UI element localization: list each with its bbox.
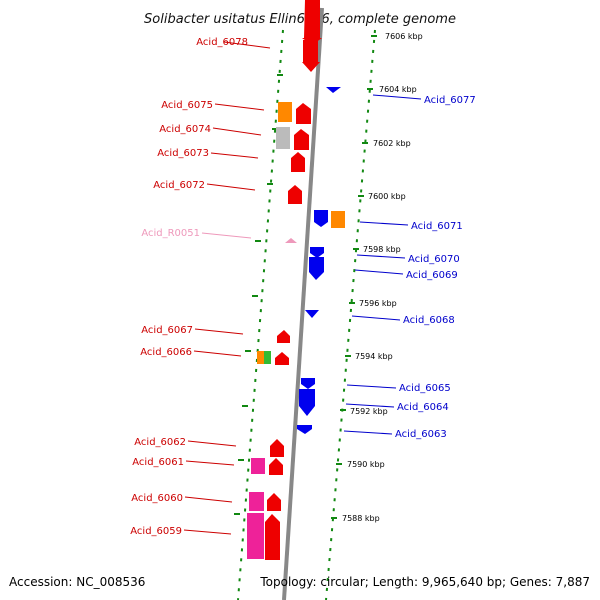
gene-label[interactable]: Acid_6062 xyxy=(134,437,186,448)
tick-label: 7592 kbp xyxy=(350,407,388,416)
gene-acid-6072[interactable] xyxy=(288,185,302,204)
scale-ticks: 7606 kbp 7604 kbp 7602 kbp 7600 kbp 7598… xyxy=(331,32,423,523)
tick-label: 7598 kbp xyxy=(363,245,401,254)
tick-label: 7590 kbp xyxy=(347,460,385,469)
gene-acid-6075-orange[interactable] xyxy=(278,102,292,122)
gene-label[interactable]: Acid_6070 xyxy=(408,254,460,265)
genome-backbone xyxy=(282,7,324,600)
gene-acid-r0051[interactable] xyxy=(285,238,297,243)
gene-label[interactable]: Acid_6072 xyxy=(153,180,205,191)
gene-label[interactable]: Acid_6068 xyxy=(403,315,455,326)
tick-label: 7594 kbp xyxy=(355,352,393,361)
gene-label[interactable]: Acid_6061 xyxy=(132,457,184,468)
gene-acid-6074[interactable] xyxy=(294,129,309,150)
gene-acid-6060-magenta[interactable] xyxy=(249,492,264,511)
gene-label[interactable]: Acid_6067 xyxy=(141,325,193,336)
tick-label: 7596 kbp xyxy=(359,299,397,308)
gene-acid-6071[interactable] xyxy=(314,210,328,227)
gene-acid-6066[interactable] xyxy=(275,352,289,365)
reverse-genes xyxy=(297,87,345,434)
gene-label[interactable]: Acid_6066 xyxy=(140,347,192,358)
gene-acid-6067[interactable] xyxy=(277,330,290,343)
tick-label: 7604 kbp xyxy=(379,85,417,94)
topology-label: Topology: circular; Length: 9,965,640 bp… xyxy=(259,575,590,589)
gene-acid-6059[interactable] xyxy=(265,514,280,560)
left-scale-ticks xyxy=(234,74,283,515)
gene-label[interactable]: Acid_6074 xyxy=(159,124,211,135)
gene-label-rna[interactable]: Acid_R0051 xyxy=(141,228,200,239)
right-gene-labels: Acid_6077 Acid_6071 Acid_6070 Acid_6069 … xyxy=(343,94,476,440)
gene-label[interactable]: Acid_6077 xyxy=(424,95,476,106)
gene-label[interactable]: Acid_6078 xyxy=(196,37,248,48)
gene-acid-6061-magenta[interactable] xyxy=(251,458,265,474)
gene-label[interactable]: Acid_6060 xyxy=(131,493,183,504)
gene-acid-6078-top[interactable] xyxy=(302,0,322,45)
gene-acid-6064[interactable] xyxy=(299,389,315,416)
map-title: Solibacter usitatus Ellin6076, complete … xyxy=(144,12,456,27)
tick-label: 7588 kbp xyxy=(342,514,380,523)
gene-label[interactable]: Acid_6075 xyxy=(161,100,213,111)
gene-acid-6062[interactable] xyxy=(270,439,284,457)
gene-label[interactable]: Acid_6064 xyxy=(397,402,449,413)
tick-label: 7602 kbp xyxy=(373,139,411,148)
tick-label: 7606 kbp xyxy=(385,32,423,41)
gene-acid-6068[interactable] xyxy=(305,310,319,318)
accession-label: Accession: NC_008536 xyxy=(9,575,145,589)
gene-acid-6077[interactable] xyxy=(326,87,341,93)
gene-label[interactable]: Acid_6069 xyxy=(406,270,458,281)
gene-acid-6078[interactable] xyxy=(302,40,320,72)
gene-label[interactable]: Acid_6065 xyxy=(399,383,451,394)
gene-acid-6066-green[interactable] xyxy=(264,351,271,364)
tick-label: 7600 kbp xyxy=(368,192,406,201)
gene-acid-6066-orange[interactable] xyxy=(257,351,264,364)
gene-acid-6069[interactable] xyxy=(309,257,324,280)
gene-acid-6075[interactable] xyxy=(296,103,311,124)
gene-acid-6070[interactable] xyxy=(310,247,324,258)
gene-label[interactable]: Acid_6071 xyxy=(411,221,463,232)
gene-acid-6059-magenta[interactable] xyxy=(247,513,264,559)
forward-genes xyxy=(247,0,322,560)
gene-acid-6063[interactable] xyxy=(297,425,312,434)
gene-acid-6061[interactable] xyxy=(269,458,283,475)
left-gene-labels: Acid_6078 Acid_6075 Acid_6074 Acid_6073 … xyxy=(130,37,271,537)
gene-acid-6071-orange[interactable] xyxy=(331,211,345,228)
gene-acid-6065[interactable] xyxy=(301,378,315,389)
gene-label[interactable]: Acid_6059 xyxy=(130,526,182,537)
gene-acid-6074-gray[interactable] xyxy=(276,127,290,149)
gene-label[interactable]: Acid_6063 xyxy=(395,429,447,440)
gene-acid-6060[interactable] xyxy=(267,493,281,511)
gene-acid-6073[interactable] xyxy=(291,152,305,172)
gene-label[interactable]: Acid_6073 xyxy=(157,148,209,159)
